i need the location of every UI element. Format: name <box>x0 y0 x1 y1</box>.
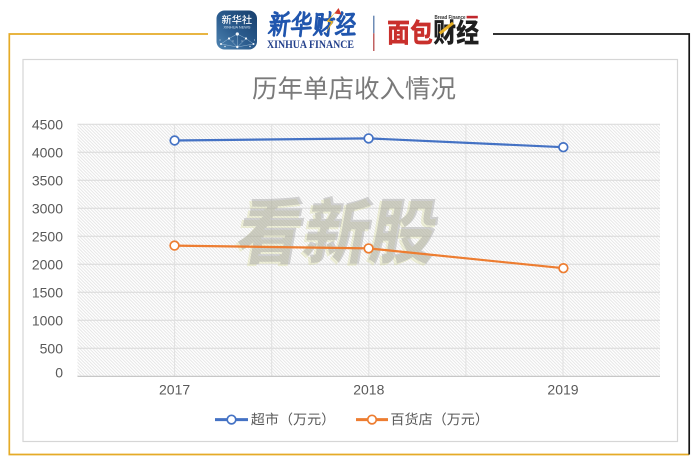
svg-text:2018: 2018 <box>353 381 384 397</box>
svg-text:XINHUA NEWS: XINHUA NEWS <box>224 26 252 30</box>
svg-text:500: 500 <box>40 340 64 356</box>
svg-text:XINHUA FINANCE: XINHUA FINANCE <box>267 37 354 51</box>
svg-text:2017: 2017 <box>159 381 190 397</box>
svg-text:3500: 3500 <box>32 172 63 188</box>
svg-text:4000: 4000 <box>32 144 63 160</box>
svg-text:0: 0 <box>55 365 63 381</box>
svg-text:1000: 1000 <box>32 312 63 328</box>
svg-text:2019: 2019 <box>547 381 578 397</box>
svg-text:2000: 2000 <box>32 256 63 272</box>
svg-text:1500: 1500 <box>32 284 63 300</box>
svg-text:Bread Finance: Bread Finance <box>435 15 466 21</box>
svg-text:4500: 4500 <box>32 116 63 132</box>
svg-text:3000: 3000 <box>32 200 63 216</box>
svg-text:2500: 2500 <box>32 228 63 244</box>
